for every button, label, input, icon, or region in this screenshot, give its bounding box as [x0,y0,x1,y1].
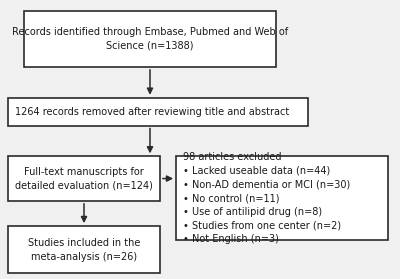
FancyBboxPatch shape [8,156,160,201]
FancyBboxPatch shape [8,226,160,273]
Text: 1264 records removed after reviewing title and abstract: 1264 records removed after reviewing tit… [15,107,290,117]
FancyBboxPatch shape [176,156,388,240]
Text: Studies included in the
meta-analysis (n=26): Studies included in the meta-analysis (n… [28,238,140,261]
FancyBboxPatch shape [24,11,276,67]
Text: Records identified through Embase, Pubmed and Web of
Science (n=1388): Records identified through Embase, Pubme… [12,27,288,51]
FancyBboxPatch shape [8,98,308,126]
Text: 98 articles excluded
• Lacked useable data (n=44)
• Non-AD dementia or MCI (n=30: 98 articles excluded • Lacked useable da… [183,152,350,244]
Text: Full-text manuscripts for
detailed evaluation (n=124): Full-text manuscripts for detailed evalu… [15,167,153,190]
